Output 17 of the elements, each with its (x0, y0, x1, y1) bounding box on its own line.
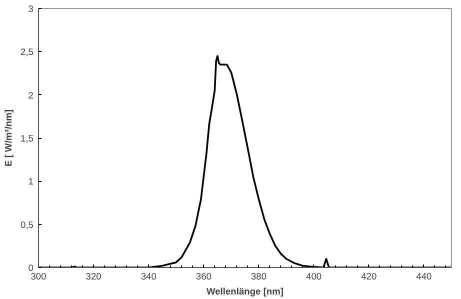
x-tick-label: 440 (416, 272, 432, 282)
y-tick-label: 1 (28, 176, 34, 187)
y-tick-label: 2 (28, 90, 34, 100)
x-tick-label: 300 (30, 272, 46, 282)
y-tick-label: 0,5 (20, 220, 34, 230)
x-tick-label: 400 (306, 272, 322, 282)
x-tick-label: 360 (196, 272, 212, 282)
x-tick-label: 340 (140, 272, 156, 282)
y-axis-title: E [ W/m²/nm] (4, 110, 14, 166)
y-tick-label: 2,5 (20, 47, 34, 58)
y-tick-label: 1,5 (20, 134, 34, 144)
y-tick-label: 3 (28, 4, 34, 14)
x-tick-label: 380 (250, 272, 267, 282)
x-tick-label: 320 (86, 272, 102, 282)
x-axis-title: Wellenlänge [nm] (206, 286, 284, 296)
x-tick-label: 420 (361, 272, 377, 282)
y-tick-label: 0 (28, 263, 34, 273)
